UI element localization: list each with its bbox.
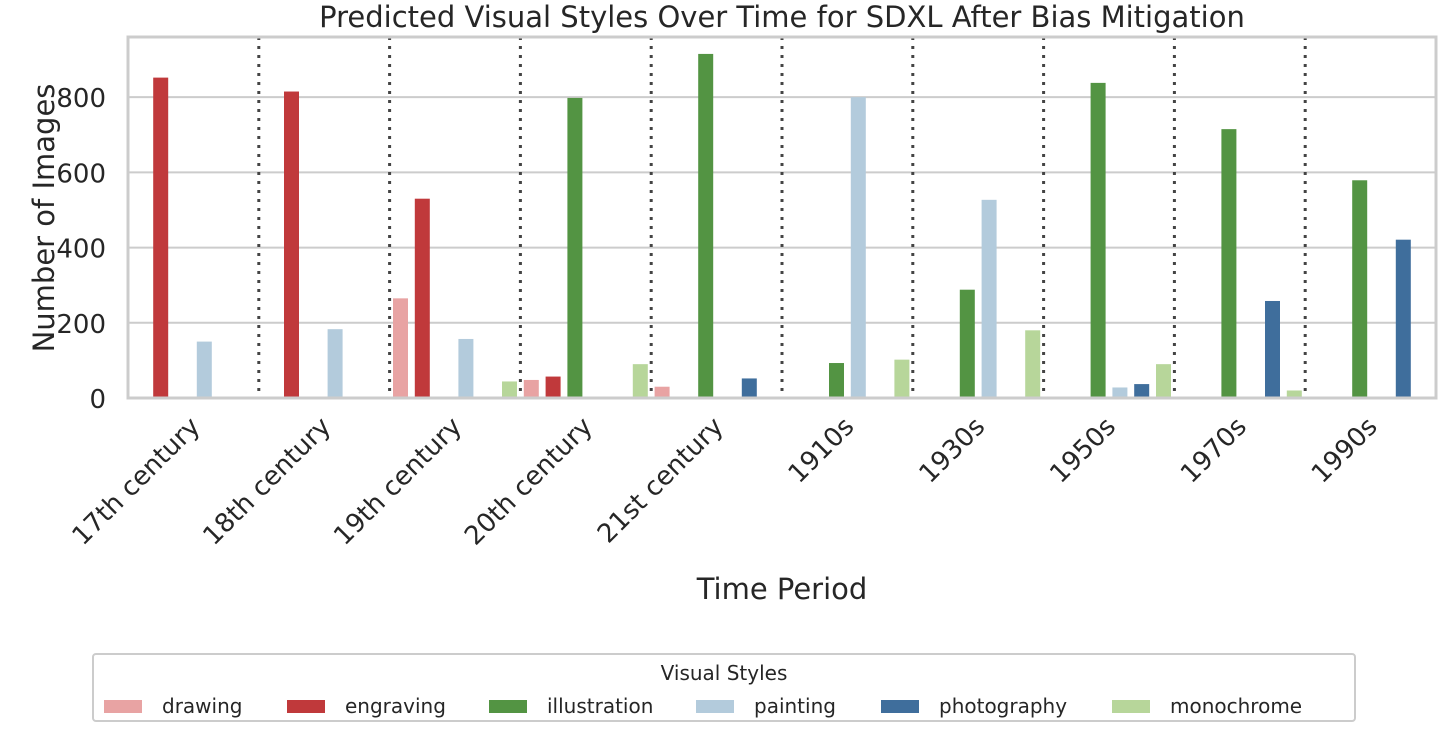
bar-painting bbox=[196, 341, 212, 398]
bar-engraving bbox=[545, 376, 561, 398]
legend-label: engraving bbox=[345, 694, 446, 718]
bar-monochrome bbox=[1286, 390, 1302, 398]
chart-title: Predicted Visual Styles Over Time for SD… bbox=[319, 0, 1245, 34]
y-tick-label: 400 bbox=[56, 235, 106, 265]
bar-painting bbox=[458, 338, 474, 398]
x-tick-label: 18th century bbox=[197, 412, 337, 552]
legend-label: photography bbox=[939, 694, 1068, 718]
x-axis-label: Time Period bbox=[696, 572, 868, 606]
x-tick-label: 17th century bbox=[67, 412, 207, 552]
bar-drawing bbox=[523, 379, 539, 398]
legend-swatch bbox=[1112, 699, 1150, 713]
legend-label: painting bbox=[754, 694, 836, 718]
x-tick-label: 1930s bbox=[914, 412, 992, 490]
legend-swatch bbox=[881, 699, 919, 713]
legend-item-painting: painting bbox=[696, 693, 836, 719]
y-axis-label: Number of Images bbox=[27, 83, 61, 353]
bar-illustration bbox=[1221, 129, 1237, 399]
bar-monochrome bbox=[502, 381, 517, 398]
legend-label: monochrome bbox=[1170, 694, 1303, 718]
bar-engraving bbox=[284, 91, 299, 399]
legend-item-illustration: illustration bbox=[489, 693, 653, 719]
legend: Visual Styles drawing engraving illustrati… bbox=[92, 653, 1356, 722]
bar-painting bbox=[327, 329, 343, 398]
bar-drawing bbox=[393, 298, 408, 398]
x-tick-label: 1990s bbox=[1306, 412, 1384, 490]
x-tick-label: 1970s bbox=[1175, 412, 1253, 490]
x-tick-label: 21st century bbox=[592, 412, 730, 550]
legend-swatch bbox=[104, 699, 142, 713]
bar-illustration bbox=[1352, 180, 1368, 398]
legend-items: drawing engraving illustration painting phot… bbox=[94, 693, 1354, 719]
x-tick-label: 1950s bbox=[1044, 412, 1122, 490]
bar-painting bbox=[1112, 387, 1128, 398]
bar-painting bbox=[850, 97, 866, 399]
bar-illustration bbox=[698, 53, 714, 398]
bar-monochrome bbox=[1025, 330, 1041, 398]
y-tick-label: 200 bbox=[56, 310, 106, 340]
plot-frame bbox=[126, 35, 1438, 400]
legend-item-drawing: drawing bbox=[104, 693, 242, 719]
bar-photography bbox=[1395, 239, 1411, 398]
bar-photography bbox=[741, 378, 757, 398]
bar-illustration bbox=[1090, 82, 1106, 399]
legend-swatch bbox=[287, 699, 325, 713]
bar-photography bbox=[1265, 300, 1280, 398]
bar-illustration bbox=[829, 363, 844, 398]
legend-swatch bbox=[696, 699, 734, 713]
legend-label: drawing bbox=[162, 694, 243, 718]
bar-monochrome bbox=[632, 364, 648, 398]
legend-title: Visual Styles bbox=[660, 661, 788, 685]
bar-engraving bbox=[414, 198, 430, 398]
legend-swatch bbox=[489, 699, 527, 713]
x-tick-label: 19th century bbox=[328, 412, 468, 552]
bar-monochrome bbox=[894, 359, 910, 398]
x-tick-label: 1910s bbox=[783, 412, 861, 490]
y-tick-label: 800 bbox=[56, 84, 106, 114]
legend-item-engraving: engraving bbox=[287, 693, 446, 719]
legend-label: illustration bbox=[547, 694, 654, 718]
legend-item-monochrome: monochrome bbox=[1112, 693, 1302, 719]
y-tick-label: 600 bbox=[56, 159, 106, 189]
bar-illustration bbox=[567, 97, 583, 398]
bar-illustration bbox=[959, 289, 975, 398]
bar-photography bbox=[1134, 384, 1150, 398]
bar-painting bbox=[981, 199, 997, 398]
bar-drawing bbox=[654, 386, 670, 398]
bar-monochrome bbox=[1156, 364, 1171, 398]
y-tick-label: 0 bbox=[89, 385, 106, 415]
x-tick-label: 20th century bbox=[459, 412, 599, 552]
bar-engraving bbox=[153, 77, 169, 399]
legend-item-photography: photography bbox=[881, 693, 1067, 719]
